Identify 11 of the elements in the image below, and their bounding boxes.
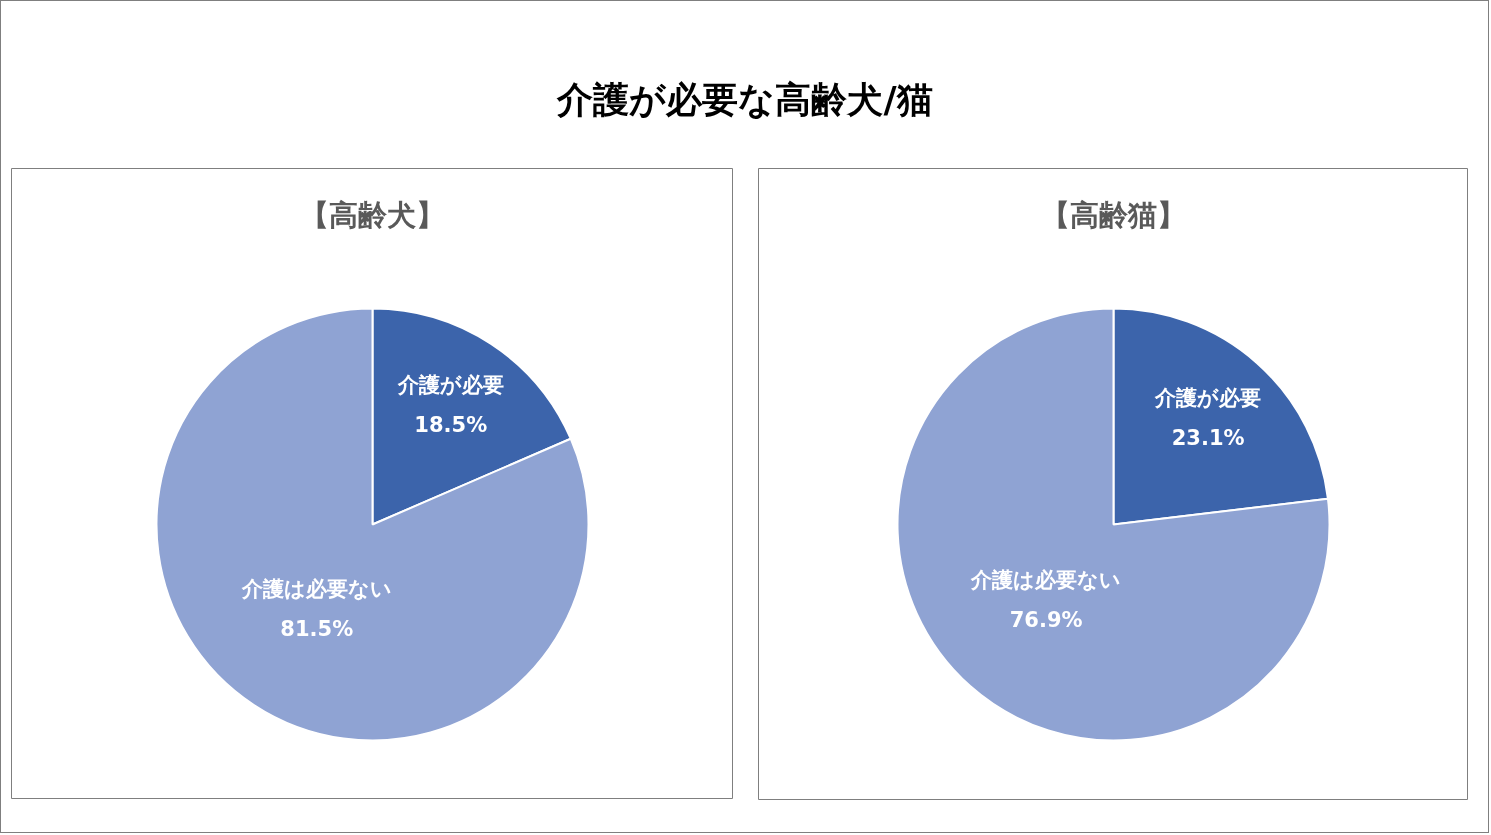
data-label: 81.5%	[280, 617, 354, 642]
slice-label: 介護が必要	[1154, 385, 1262, 410]
data-label: 18.5%	[414, 413, 488, 438]
chart-title: 【高齢犬】	[300, 197, 445, 232]
slice-label: 介護は必要ない	[240, 577, 392, 602]
data-label: 76.9%	[1009, 608, 1083, 633]
data-label: 23.1%	[1171, 425, 1245, 450]
text: 介護が必要な高齢犬/猫	[556, 79, 933, 120]
slice-label: 介護は必要ない	[970, 568, 1122, 593]
slice-label: 介護が必要	[396, 373, 504, 398]
chart-title: 【高齢猫】	[1041, 197, 1186, 232]
